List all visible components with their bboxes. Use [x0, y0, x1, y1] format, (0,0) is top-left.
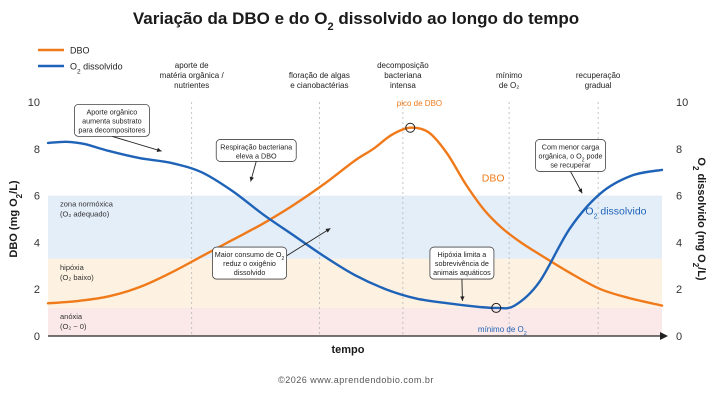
- phase-label: decomposição bacteriana intensa: [377, 61, 429, 90]
- zone-band: [48, 258, 662, 308]
- annotation-arrowhead: [156, 147, 162, 152]
- annotation-leader: [111, 135, 162, 152]
- y-axis-label-left: DBO (mg O2/L): [8, 180, 24, 258]
- legend-label: O2 dissolvido: [70, 62, 123, 76]
- annotation-text: Respiração bacteriana eleva a DBO: [220, 142, 292, 160]
- phase-markers: aporte de matéria orgânica / nutrientes flo…: [160, 61, 621, 336]
- series-label: O2 dissolvido: [585, 205, 646, 220]
- y-tick-right: 0: [676, 331, 682, 343]
- phase-label: recuperação gradual: [576, 71, 621, 90]
- annotation-arrowhead: [249, 176, 254, 182]
- y-axis-label-right: O2 dissolvido (mg O2/L): [692, 157, 708, 281]
- x-axis-arrow: [660, 332, 668, 340]
- y-tick-left: 0: [34, 331, 40, 343]
- zone-label: anóxia (O₂ ~ 0): [60, 312, 87, 331]
- annotation-box: [74, 103, 150, 137]
- dbo-line: [46, 126, 664, 307]
- annotation-box: [429, 246, 495, 280]
- annotation-text: Hipóxia limita a sobrevivência de animais …: [433, 250, 491, 277]
- annotations: Aporte orgânico aumenta substrato para dec…: [74, 103, 606, 301]
- phase-label: floração de algas e cianobactérias: [289, 71, 350, 90]
- y-tick-right: 6: [676, 191, 682, 203]
- marker-label: mínimo de O2: [478, 325, 527, 337]
- annotation-text: Maior consumo de O2reduz o oxigênio disso…: [215, 250, 285, 277]
- annotation-text: Aporte orgânico aumenta substrato para dec…: [78, 107, 146, 134]
- y-tick-right: 2: [676, 284, 682, 296]
- annotation-text: Com menor carga orgânica, o O2 pode se rec…: [539, 142, 603, 169]
- marker-circle: [491, 302, 502, 313]
- legend: DBO O2 dissolvido: [38, 46, 123, 76]
- phase-label: mínimo de O₂: [496, 71, 523, 90]
- annotation-box: [215, 139, 297, 162]
- phase-label: aporte de matéria orgânica / nutrientes: [160, 61, 225, 90]
- chart-title: Variação da DBO e do O2 dissolvido ao lo…: [133, 9, 579, 33]
- series-label: DBO: [482, 173, 505, 185]
- y-tick-left: 8: [34, 144, 40, 156]
- y-tick-left: 10: [28, 97, 40, 109]
- y-tick-right: 10: [676, 97, 688, 109]
- y-tick-left: 2: [34, 284, 40, 296]
- annotation-box: [212, 246, 287, 280]
- oxygen-zones: zona normóxica (O₂ adequado) hipóxia (O₂ ba…: [48, 195, 662, 336]
- series-lines: DBO O2 dissolvido pico de DBO mínimo de O2: [46, 99, 664, 337]
- axes: 0 0 2 2 4 4 6 6 8 8 10 10 DBO (mg O2/L) O2 dissolvido…: [8, 97, 707, 343]
- annotation-box: [535, 139, 606, 172]
- zone-label: zona normóxica (O₂ adequado): [60, 200, 114, 219]
- footer-credit: ©2026 www.aprendendobio.com.br: [278, 375, 434, 385]
- y-tick-left: 4: [34, 237, 40, 249]
- annotation-arrowhead: [325, 228, 331, 233]
- marker-label: pico de DBO: [397, 99, 442, 108]
- legend-label: DBO: [70, 46, 90, 56]
- zone-band: [48, 307, 662, 336]
- y-tick-left: 6: [34, 191, 40, 203]
- annotation-arrowhead: [578, 188, 583, 194]
- oxygen-line: [46, 140, 664, 310]
- zone-label: hipóxia (O₂ baixo): [60, 263, 94, 282]
- marker-circle: [405, 122, 416, 133]
- x-axis-label: tempo: [332, 344, 365, 356]
- y-tick-right: 8: [676, 144, 682, 156]
- annotation-arrowhead: [460, 296, 465, 301]
- y-tick-right: 4: [676, 237, 682, 249]
